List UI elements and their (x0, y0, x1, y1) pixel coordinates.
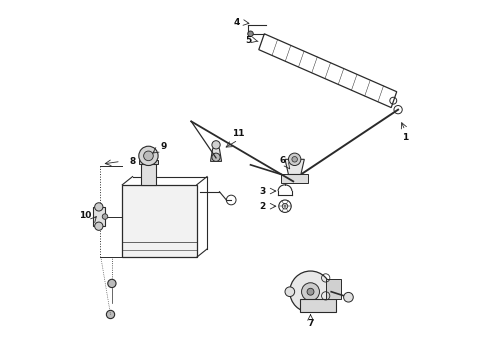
Circle shape (95, 222, 103, 230)
Text: 1: 1 (402, 133, 408, 142)
Bar (281, 175, 308, 183)
Circle shape (343, 292, 353, 302)
Bar (141, 164, 156, 185)
Text: 10: 10 (79, 211, 91, 220)
Polygon shape (285, 159, 304, 175)
Circle shape (289, 153, 301, 166)
Text: 11: 11 (232, 129, 245, 138)
Text: 7: 7 (307, 319, 314, 328)
Circle shape (108, 279, 116, 288)
Bar (300, 298, 336, 312)
Bar (93, 207, 105, 226)
Text: 9: 9 (160, 143, 167, 152)
Circle shape (212, 141, 220, 149)
Bar (139, 160, 158, 164)
Text: 8: 8 (129, 157, 136, 166)
Text: 4: 4 (234, 18, 240, 27)
Text: 3: 3 (259, 186, 266, 195)
Circle shape (307, 288, 314, 295)
Circle shape (95, 203, 103, 211)
Polygon shape (211, 145, 221, 161)
Text: 2: 2 (259, 202, 266, 211)
Circle shape (285, 287, 294, 297)
Circle shape (144, 151, 153, 161)
Circle shape (212, 153, 220, 161)
Circle shape (139, 146, 158, 166)
Circle shape (248, 31, 253, 37)
Bar (122, 185, 196, 257)
Circle shape (301, 283, 319, 301)
Circle shape (106, 310, 115, 319)
Circle shape (292, 157, 297, 162)
Text: 6: 6 (280, 156, 286, 165)
Circle shape (290, 271, 331, 312)
Bar (326, 279, 341, 298)
Circle shape (102, 214, 108, 219)
Text: 5: 5 (245, 36, 251, 45)
